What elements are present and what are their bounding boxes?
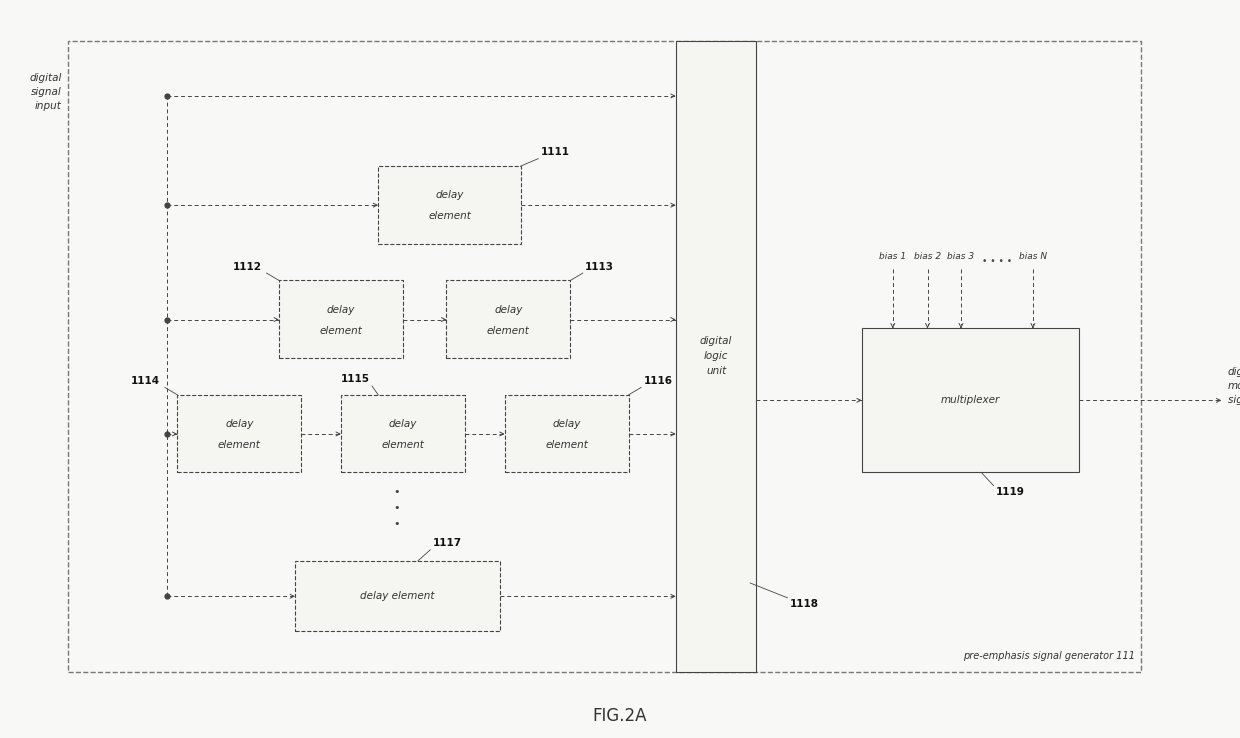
Text: element: element [487, 325, 529, 336]
Text: bias 3: bias 3 [947, 252, 975, 261]
Text: 1113: 1113 [585, 261, 614, 272]
Text: element: element [428, 211, 471, 221]
Text: 1117: 1117 [433, 538, 461, 548]
Text: bias N: bias N [1019, 252, 1047, 261]
Text: delay: delay [495, 305, 522, 315]
Bar [177, 395, 301, 472]
Text: •: • [393, 519, 401, 529]
Text: 1116: 1116 [644, 376, 672, 386]
Text: digital
logic
unit: digital logic unit [699, 337, 733, 376]
Text: delay element: delay element [360, 591, 435, 601]
Text: 1112: 1112 [233, 261, 262, 272]
Text: 1115: 1115 [341, 374, 370, 384]
Bar [68, 41, 1141, 672]
Text: •: • [393, 503, 401, 513]
Bar [676, 41, 756, 672]
Bar [862, 328, 1079, 472]
Text: delay: delay [553, 419, 580, 430]
Bar [295, 561, 500, 631]
Text: 1118: 1118 [790, 599, 818, 610]
Text: FIG.2A: FIG.2A [593, 707, 647, 725]
Text: • • • •: • • • • [982, 258, 1012, 266]
Text: multiplexer: multiplexer [941, 396, 999, 405]
Bar [378, 166, 521, 244]
Text: delay: delay [327, 305, 355, 315]
Text: delay: delay [435, 190, 464, 201]
Text: digital
signal
input: digital signal input [30, 73, 62, 111]
Text: digital
modulated
signal output: digital modulated signal output [1228, 367, 1240, 404]
Text: pre-emphasis signal generator 111: pre-emphasis signal generator 111 [962, 650, 1135, 661]
Text: delay: delay [389, 419, 417, 430]
Text: 1119: 1119 [996, 487, 1025, 497]
Text: element: element [320, 325, 362, 336]
Text: element: element [218, 440, 260, 450]
Text: 1114: 1114 [131, 376, 160, 386]
Text: bias 2: bias 2 [914, 252, 941, 261]
Text: •: • [393, 486, 401, 497]
Text: delay: delay [226, 419, 253, 430]
Text: element: element [382, 440, 424, 450]
Bar [446, 280, 570, 358]
Bar [279, 280, 403, 358]
Text: element: element [546, 440, 588, 450]
Text: 1111: 1111 [541, 147, 569, 157]
Bar [505, 395, 629, 472]
Text: bias 1: bias 1 [879, 252, 906, 261]
Bar [341, 395, 465, 472]
